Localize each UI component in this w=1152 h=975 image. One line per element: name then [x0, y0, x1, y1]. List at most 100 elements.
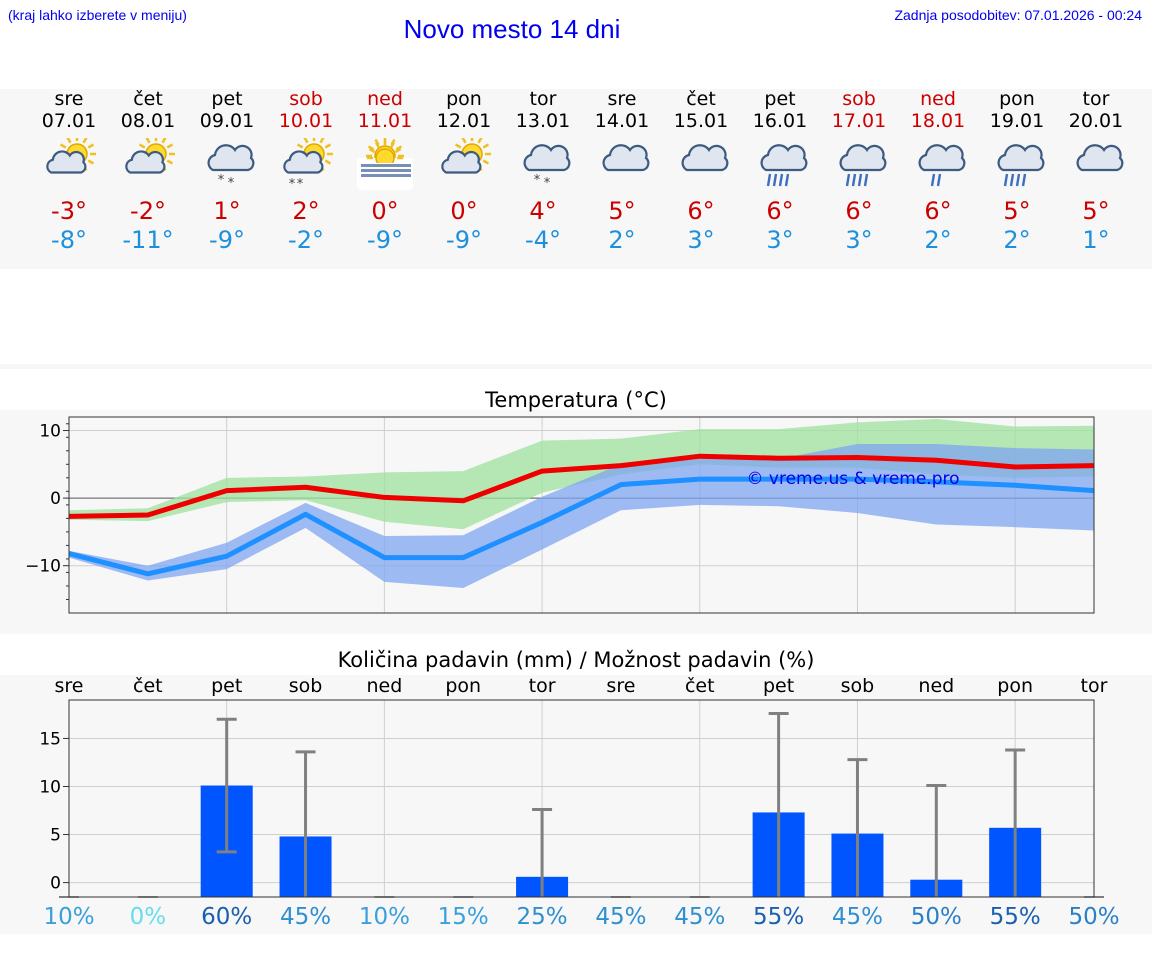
y-tick-label: −10	[25, 557, 61, 577]
sun-ray	[87, 143, 95, 149]
day-date: 07.01	[41, 110, 97, 132]
temp-min: 3°	[687, 226, 715, 254]
temp-min: -8°	[51, 226, 87, 254]
temp-max: 4°	[529, 197, 557, 225]
sun-fog-icon	[357, 138, 413, 190]
temp-max: 6°	[687, 197, 715, 225]
snowflake: *	[534, 173, 541, 188]
y-tick-label: 10	[39, 777, 61, 797]
sun-cloud-icon	[441, 138, 491, 174]
snowflake: *	[297, 177, 304, 190]
cloud-icon	[1076, 144, 1124, 172]
category-label: sob	[841, 675, 875, 697]
location-menu-hint[interactable]: (kraj lahko izberete v meniju)	[8, 7, 187, 23]
sun-ray	[59, 143, 67, 149]
sun-ray	[395, 145, 403, 151]
sun-ray	[296, 143, 304, 149]
precip-probability: 60%	[201, 904, 253, 930]
temp-min: -2°	[288, 226, 324, 254]
max-range-band	[69, 419, 1094, 530]
raindrop	[772, 173, 778, 187]
cloud-shape	[918, 144, 966, 172]
temp-max: 6°	[766, 197, 794, 225]
temperature-chart: 10 0 −10 © vreme.us & vreme.pro	[25, 416, 1095, 614]
raindrop	[766, 173, 772, 187]
snowflake: *	[544, 176, 551, 190]
temp-min: -4°	[525, 226, 561, 254]
sun-ray	[394, 147, 402, 154]
cloud-shape	[283, 150, 324, 174]
precip-probability: 45%	[674, 904, 726, 930]
day-date: 13.01	[515, 110, 571, 132]
day-name: sob	[289, 88, 323, 110]
cloud-icon	[681, 144, 729, 172]
day-date: 14.01	[594, 110, 650, 132]
temp-max: 6°	[924, 197, 952, 225]
forecast-strip	[0, 89, 1152, 269]
cloud-icon	[1076, 144, 1124, 172]
cloud-shape	[207, 144, 255, 172]
cloud-shape	[681, 144, 729, 172]
sun-ray	[319, 138, 325, 144]
cloud-icon	[681, 144, 729, 172]
day-date: 08.01	[120, 110, 176, 132]
sun-cloud-icon	[441, 138, 491, 174]
cloud-rain-icon	[839, 144, 887, 187]
snowflake: *	[289, 177, 296, 190]
plot-frame	[68, 699, 1095, 898]
sun-ray	[87, 159, 95, 165]
snowflake: *	[228, 176, 235, 190]
cloud-shape	[441, 150, 482, 174]
temp-min: 2°	[924, 226, 952, 254]
temp-min: 2°	[608, 226, 636, 254]
temp-max: -2°	[130, 197, 166, 225]
sun-cloud-icon	[125, 138, 175, 174]
precip-probability: 15%	[437, 904, 489, 930]
cloud-light-rain-icon	[918, 144, 966, 187]
day-date: 17.01	[831, 110, 887, 132]
cloud-shape	[997, 144, 1045, 172]
sun-ray	[324, 143, 332, 149]
cloud-icon	[602, 144, 650, 172]
day-name: pet	[211, 88, 243, 110]
cloud-shape	[1076, 144, 1124, 172]
temp-max: 2°	[292, 197, 320, 225]
cloud-rain-icon	[997, 144, 1045, 187]
cloud-shape	[523, 144, 571, 172]
raindrop	[863, 173, 869, 187]
cloud-rain-icon	[760, 144, 808, 187]
precip-probability: 45%	[595, 904, 647, 930]
category-label: sre	[606, 675, 635, 697]
temp-min: 1°	[1082, 226, 1110, 254]
day-name: ned	[920, 88, 956, 110]
sun-ray	[138, 143, 146, 149]
cloud-rain-icon	[997, 144, 1045, 187]
cloud-icon	[602, 144, 650, 172]
precip-probability: 50%	[910, 904, 962, 930]
day-date: 12.01	[436, 110, 492, 132]
day-date: 19.01	[989, 110, 1045, 132]
day-name: sre	[54, 88, 84, 110]
temperature-chart-title: Temperatura (°C)	[485, 388, 667, 412]
sun-ray	[82, 138, 88, 144]
fog-line	[361, 174, 411, 177]
max-temp-line	[68, 453, 1095, 519]
day-name: ned	[367, 88, 403, 110]
cloud-rain-icon	[760, 144, 808, 187]
sun-ray	[161, 138, 167, 144]
raindrop	[1003, 173, 1009, 187]
day-date: 20.01	[1068, 110, 1124, 132]
raindrop	[845, 173, 851, 187]
category-label: pon	[445, 675, 481, 697]
category-label: čet	[685, 675, 715, 697]
day-date: 11.01	[357, 110, 413, 132]
day-name: pet	[764, 88, 796, 110]
sun-ray	[374, 141, 381, 149]
sun-ray	[482, 159, 490, 165]
precip-probability: 25%	[516, 904, 568, 930]
sun-ray	[324, 159, 332, 165]
temp-max: 6°	[845, 197, 873, 225]
temp-min: -9°	[446, 226, 482, 254]
temp-min: -11°	[122, 226, 174, 254]
y-tick-label: 10	[39, 422, 61, 442]
